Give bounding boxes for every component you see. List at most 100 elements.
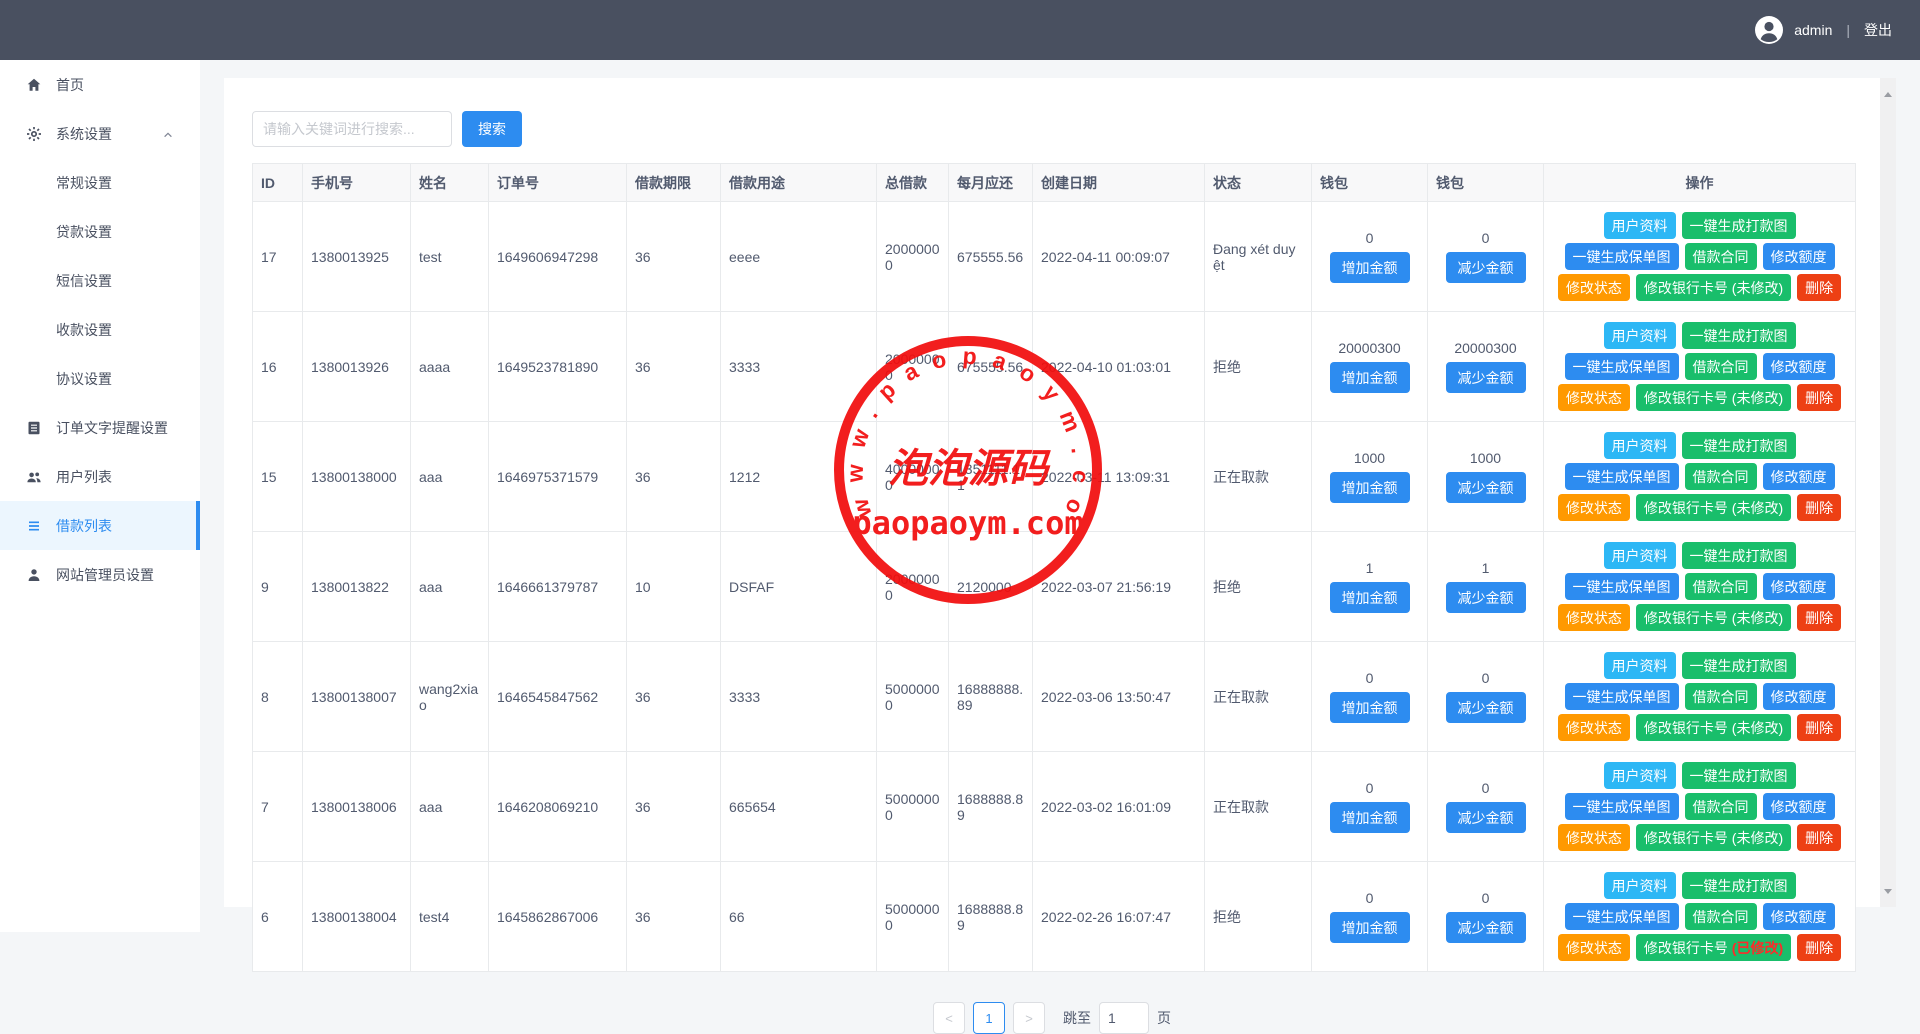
payment-image-button[interactable]: 一键生成打款图 bbox=[1682, 872, 1796, 899]
wallet-subtract-button[interactable]: 减少金额 bbox=[1446, 252, 1526, 283]
cell-id: 6 bbox=[253, 862, 303, 972]
sidebar-item-loan-list[interactable]: 借款列表 bbox=[0, 501, 200, 550]
modify-status-button[interactable]: 修改状态 bbox=[1558, 494, 1630, 521]
sidebar-item-sms-settings[interactable]: 短信设置 bbox=[0, 256, 200, 305]
wallet-add-button[interactable]: 增加金额 bbox=[1330, 692, 1410, 723]
wallet-subtract-button[interactable]: 减少金额 bbox=[1446, 912, 1526, 943]
modify-status-button[interactable]: 修改状态 bbox=[1558, 274, 1630, 301]
policy-image-button[interactable]: 一键生成保单图 bbox=[1565, 243, 1679, 270]
modify-quota-button[interactable]: 修改额度 bbox=[1763, 353, 1835, 380]
card-scrollbar[interactable] bbox=[1880, 78, 1896, 907]
pagination-next-button[interactable]: > bbox=[1013, 1002, 1045, 1034]
policy-image-button[interactable]: 一键生成保单图 bbox=[1565, 463, 1679, 490]
wallet-add-button[interactable]: 增加金额 bbox=[1330, 582, 1410, 613]
policy-image-button[interactable]: 一键生成保单图 bbox=[1565, 793, 1679, 820]
pagination-prev-button[interactable]: < bbox=[933, 1002, 965, 1034]
policy-image-button[interactable]: 一键生成保单图 bbox=[1565, 573, 1679, 600]
modify-bank-card-button[interactable]: 修改银行卡号 (未修改) bbox=[1636, 494, 1791, 521]
sidebar-item-label: 用户列表 bbox=[56, 467, 112, 487]
modify-bank-card-button[interactable]: 修改银行卡号 (未修改) bbox=[1636, 824, 1791, 851]
modify-quota-button[interactable]: 修改额度 bbox=[1763, 573, 1835, 600]
user-profile-button[interactable]: 用户资料 bbox=[1604, 542, 1676, 569]
user-profile-button[interactable]: 用户资料 bbox=[1604, 762, 1676, 789]
delete-button[interactable]: 删除 bbox=[1797, 714, 1841, 741]
payment-image-button[interactable]: 一键生成打款图 bbox=[1682, 542, 1796, 569]
cell-monthly: 1688888.89 bbox=[949, 862, 1033, 972]
delete-button[interactable]: 删除 bbox=[1797, 824, 1841, 851]
delete-button[interactable]: 删除 bbox=[1797, 934, 1841, 961]
modify-bank-card-button[interactable]: 修改银行卡号 (未修改) bbox=[1636, 274, 1791, 301]
sidebar-item-label: 短信设置 bbox=[56, 271, 112, 291]
policy-image-button[interactable]: 一键生成保单图 bbox=[1565, 683, 1679, 710]
scroll-up-arrow-icon[interactable] bbox=[1880, 86, 1896, 102]
wallet-add-button[interactable]: 增加金额 bbox=[1330, 362, 1410, 393]
cell-term: 36 bbox=[627, 862, 721, 972]
wallet-subtract-button[interactable]: 减少金额 bbox=[1446, 472, 1526, 503]
wallet-subtract-button[interactable]: 减少金额 bbox=[1446, 362, 1526, 393]
modify-quota-button[interactable]: 修改额度 bbox=[1763, 683, 1835, 710]
modify-bank-card-button[interactable]: 修改银行卡号 (未修改) bbox=[1636, 714, 1791, 741]
sidebar-item-user-list[interactable]: 用户列表 bbox=[0, 452, 200, 501]
scroll-down-arrow-icon[interactable] bbox=[1880, 883, 1896, 899]
wallet-add-button[interactable]: 增加金额 bbox=[1330, 912, 1410, 943]
sidebar-item-order-text-reminder[interactable]: 订单文字提醒设置 bbox=[0, 403, 200, 452]
sidebar-item-loan-settings[interactable]: 贷款设置 bbox=[0, 207, 200, 256]
policy-image-button[interactable]: 一键生成保单图 bbox=[1565, 903, 1679, 930]
modify-quota-button[interactable]: 修改额度 bbox=[1763, 463, 1835, 490]
search-button[interactable]: 搜索 bbox=[462, 111, 522, 147]
modify-bank-card-button[interactable]: 修改银行卡号 (已修改) bbox=[1636, 934, 1791, 961]
modify-status-button[interactable]: 修改状态 bbox=[1558, 384, 1630, 411]
pagination: < 1 > 跳至 页 bbox=[252, 1002, 1852, 1034]
delete-button[interactable]: 删除 bbox=[1797, 274, 1841, 301]
loan-contract-button[interactable]: 借款合同 bbox=[1685, 793, 1757, 820]
loan-contract-button[interactable]: 借款合同 bbox=[1685, 903, 1757, 930]
payment-image-button[interactable]: 一键生成打款图 bbox=[1682, 212, 1796, 239]
loan-contract-button[interactable]: 借款合同 bbox=[1685, 353, 1757, 380]
modify-status-button[interactable]: 修改状态 bbox=[1558, 604, 1630, 631]
sidebar-item-home[interactable]: 首页 bbox=[0, 60, 200, 109]
user-profile-button[interactable]: 用户资料 bbox=[1604, 212, 1676, 239]
cell-purpose: 3333 bbox=[721, 312, 877, 422]
modify-status-button[interactable]: 修改状态 bbox=[1558, 714, 1630, 741]
modify-quota-button[interactable]: 修改额度 bbox=[1763, 243, 1835, 270]
modify-bank-card-button[interactable]: 修改银行卡号 (未修改) bbox=[1636, 384, 1791, 411]
user-profile-button[interactable]: 用户资料 bbox=[1604, 652, 1676, 679]
sidebar-item-agreement-settings[interactable]: 协议设置 bbox=[0, 354, 200, 403]
sidebar-item-system-settings[interactable]: 系统设置 bbox=[0, 109, 200, 158]
wallet-add-button[interactable]: 增加金额 bbox=[1330, 802, 1410, 833]
modify-status-button[interactable]: 修改状态 bbox=[1558, 934, 1630, 961]
jump-page-input[interactable] bbox=[1099, 1002, 1149, 1034]
loan-contract-button[interactable]: 借款合同 bbox=[1685, 573, 1757, 600]
delete-button[interactable]: 删除 bbox=[1797, 384, 1841, 411]
logout-link[interactable]: 登出 bbox=[1864, 20, 1892, 40]
loan-contract-button[interactable]: 借款合同 bbox=[1685, 243, 1757, 270]
payment-image-button[interactable]: 一键生成打款图 bbox=[1682, 652, 1796, 679]
wallet-subtract-button[interactable]: 减少金额 bbox=[1446, 582, 1526, 613]
payment-image-button[interactable]: 一键生成打款图 bbox=[1682, 322, 1796, 349]
loan-contract-button[interactable]: 借款合同 bbox=[1685, 683, 1757, 710]
sidebar-item-general-settings[interactable]: 常规设置 bbox=[0, 158, 200, 207]
wallet-subtract-button[interactable]: 减少金额 bbox=[1446, 802, 1526, 833]
modify-status-button[interactable]: 修改状态 bbox=[1558, 824, 1630, 851]
search-input[interactable] bbox=[252, 111, 452, 147]
modify-bank-card-button[interactable]: 修改银行卡号 (未修改) bbox=[1636, 604, 1791, 631]
loan-contract-button[interactable]: 借款合同 bbox=[1685, 463, 1757, 490]
policy-image-button[interactable]: 一键生成保单图 bbox=[1565, 353, 1679, 380]
user-profile-button[interactable]: 用户资料 bbox=[1604, 432, 1676, 459]
wallet-add-button[interactable]: 增加金额 bbox=[1330, 252, 1410, 283]
user-profile-button[interactable]: 用户资料 bbox=[1604, 872, 1676, 899]
sidebar-item-site-admin-settings[interactable]: 网站管理员设置 bbox=[0, 550, 200, 599]
delete-button[interactable]: 删除 bbox=[1797, 494, 1841, 521]
pagination-page-1[interactable]: 1 bbox=[973, 1002, 1005, 1034]
modify-quota-button[interactable]: 修改额度 bbox=[1763, 793, 1835, 820]
modify-quota-button[interactable]: 修改额度 bbox=[1763, 903, 1835, 930]
delete-button[interactable]: 删除 bbox=[1797, 604, 1841, 631]
payment-image-button[interactable]: 一键生成打款图 bbox=[1682, 432, 1796, 459]
wallet-add-button[interactable]: 增加金额 bbox=[1330, 472, 1410, 503]
wallet-subtract-button[interactable]: 减少金额 bbox=[1446, 692, 1526, 723]
payment-image-button[interactable]: 一键生成打款图 bbox=[1682, 762, 1796, 789]
sidebar-item-payment-settings[interactable]: 收款设置 bbox=[0, 305, 200, 354]
user-profile-button[interactable]: 用户资料 bbox=[1604, 322, 1676, 349]
